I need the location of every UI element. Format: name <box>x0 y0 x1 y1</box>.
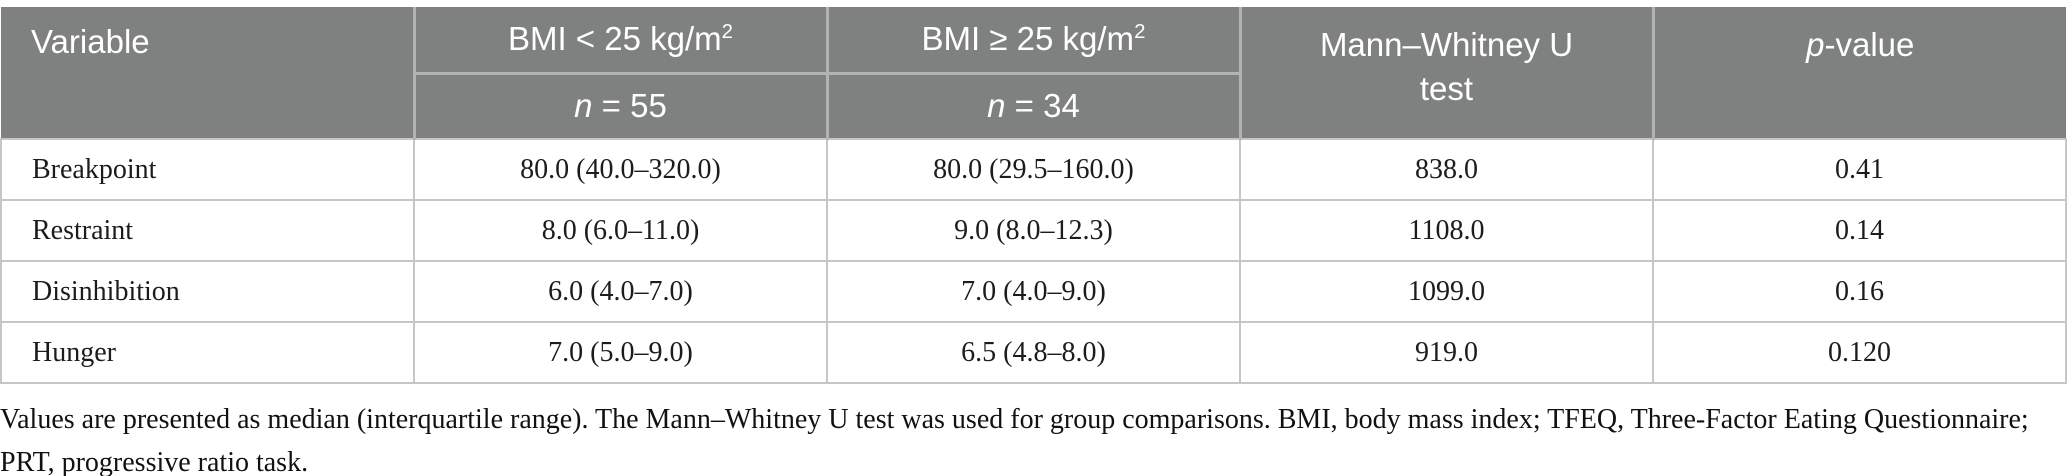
header-n-over-25-italic: n <box>987 87 1006 125</box>
header-p-value-italic: p <box>1806 26 1825 63</box>
header-p-value-rest: -value <box>1824 26 1915 63</box>
table-row-restraint: Restraint 8.0 (6.0–11.0) 9.0 (8.0–12.3) … <box>0 199 2067 262</box>
header-n-under-25: n = 55 <box>412 73 827 139</box>
cell-p-value: 0.41 <box>1652 138 2067 201</box>
table-footnote: Values are presented as median (interqua… <box>0 404 2029 476</box>
cell-bmi-under-25: 80.0 (40.0–320.0) <box>413 138 828 201</box>
table-row-breakpoint: Breakpoint 80.0 (40.0–320.0) 80.0 (29.5–… <box>0 138 2067 201</box>
header-mann-whitney-line2: test <box>1419 69 1474 107</box>
header-n-over-25-rest: = 34 <box>1005 87 1080 125</box>
cell-p-value: 0.120 <box>1652 321 2067 384</box>
cell-p-value: 0.14 <box>1652 199 2067 262</box>
header-bmi-under-25-label: BMI < 25 kg/m <box>507 20 722 58</box>
cell-bmi-over-25: 7.0 (4.0–9.0) <box>826 260 1241 323</box>
table-body: Breakpoint 80.0 (40.0–320.0) 80.0 (29.5–… <box>0 138 2067 384</box>
cell-bmi-over-25: 80.0 (29.5–160.0) <box>826 138 1241 201</box>
header-n-under-25-italic: n <box>574 87 593 125</box>
cell-variable: Breakpoint <box>0 138 415 201</box>
cell-bmi-under-25: 8.0 (6.0–11.0) <box>413 199 828 262</box>
header-n-over-25: n = 34 <box>825 73 1240 139</box>
cell-variable: Hunger <box>0 321 415 384</box>
cell-u-statistic: 919.0 <box>1239 321 1654 384</box>
header-variable: Variable <box>1 7 414 139</box>
header-mann-whitney-line1: Mann–Whitney U <box>1319 26 1574 63</box>
header-bmi-over-25: BMI ≥ 25 kg/m2 <box>825 7 1240 75</box>
header-bmi-over-25-label: BMI ≥ 25 kg/m <box>921 20 1135 58</box>
superscript: 2 <box>721 20 734 44</box>
superscript: 2 <box>1134 20 1146 44</box>
cell-bmi-over-25: 6.5 (4.8–8.0) <box>826 321 1241 384</box>
header-p-value: p-value <box>1651 7 2066 139</box>
header-variable-label: Variable <box>31 23 150 60</box>
cell-u-statistic: 1099.0 <box>1239 260 1654 323</box>
header-mann-whitney: Mann–Whitney U test <box>1238 7 1653 139</box>
statistics-table: Variable BMI < 25 kg/m2 BMI ≥ 25 kg/m2 M… <box>0 7 2067 384</box>
cell-u-statistic: 838.0 <box>1239 138 1654 201</box>
table-header: Variable BMI < 25 kg/m2 BMI ≥ 25 kg/m2 M… <box>1 7 2066 139</box>
table-row-hunger: Hunger 7.0 (5.0–9.0) 6.5 (4.8–8.0) 919.0… <box>0 321 2067 384</box>
cell-p-value: 0.16 <box>1652 260 2067 323</box>
header-n-under-25-rest: = 55 <box>592 87 667 125</box>
cell-bmi-under-25: 7.0 (5.0–9.0) <box>413 321 828 384</box>
cell-variable: Disinhibition <box>0 260 415 323</box>
cell-variable: Restraint <box>0 199 415 262</box>
cell-bmi-over-25: 9.0 (8.0–12.3) <box>826 199 1241 262</box>
cell-u-statistic: 1108.0 <box>1239 199 1654 262</box>
cell-bmi-under-25: 6.0 (4.0–7.0) <box>413 260 828 323</box>
header-bmi-under-25: BMI < 25 kg/m2 <box>412 7 827 75</box>
table-row-disinhibition: Disinhibition 6.0 (4.0–7.0) 7.0 (4.0–9.0… <box>0 260 2067 323</box>
